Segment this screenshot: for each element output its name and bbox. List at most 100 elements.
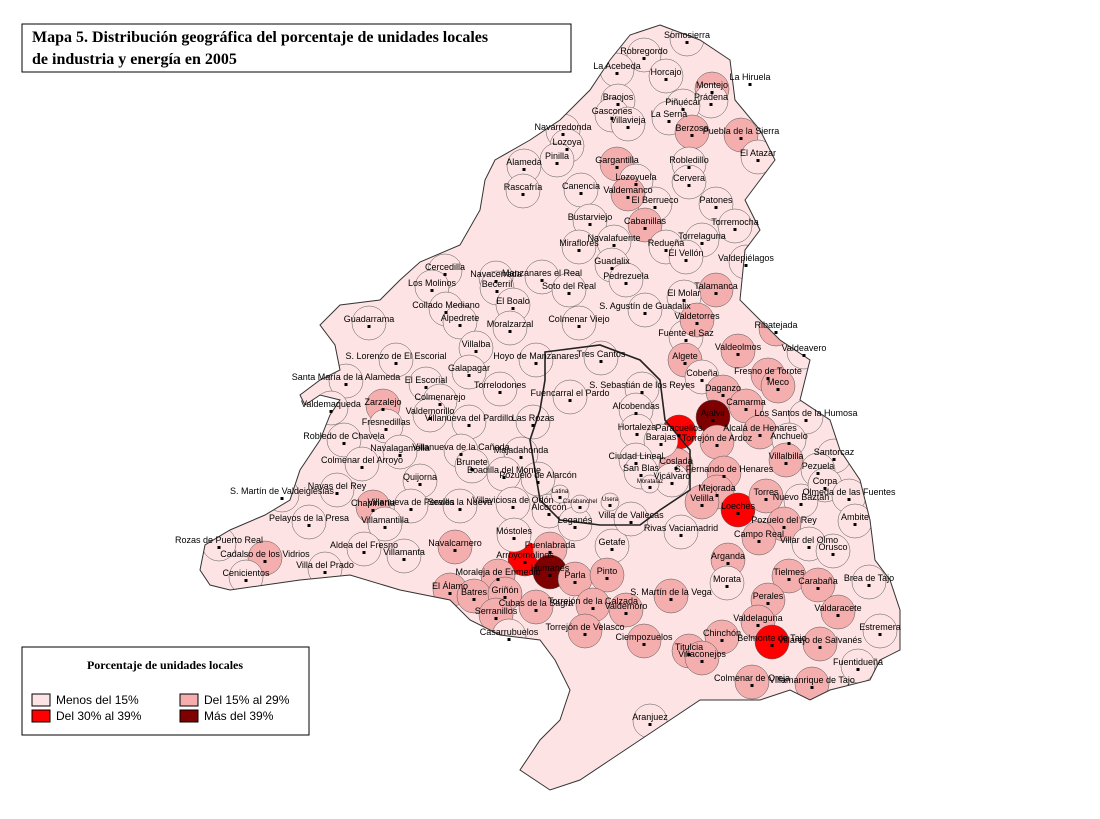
municipality-seat	[687, 653, 691, 656]
municipality-area	[442, 304, 478, 340]
municipality-seat	[823, 487, 827, 490]
municipality-name: Latina	[552, 489, 569, 495]
municipality-name: Alpedrete	[441, 313, 480, 323]
municipality-name: S. Sebastián de los Reyes	[589, 380, 695, 390]
municipality-area	[344, 446, 380, 482]
municipality-name: Piñuécar	[665, 97, 701, 107]
municipality-seat	[744, 264, 748, 267]
municipality-seat	[577, 249, 581, 252]
municipality-name: La Hiruela	[729, 72, 770, 82]
municipality-name: Pinto	[597, 566, 618, 576]
municipality-name: Pinilla	[545, 151, 569, 161]
municipality-name: Villamantilla	[361, 515, 409, 525]
municipality-name: Villanueva de la Cañada	[412, 442, 509, 452]
municipality-seat	[674, 467, 678, 470]
municipality-area	[492, 310, 528, 346]
municipality-area	[648, 58, 684, 94]
legend-label: Del 30% al 39%	[56, 709, 142, 723]
municipality-area	[754, 624, 790, 660]
municipality-name: Humanes	[531, 563, 570, 573]
municipality-area	[663, 514, 699, 550]
municipality-seat	[495, 290, 499, 293]
municipality-name: Valdelaguna	[733, 613, 782, 623]
municipality-name: Santa María de la Alameda	[292, 372, 401, 382]
municipality-seat	[615, 166, 619, 169]
municipality-name: Cercedilla	[425, 262, 465, 272]
municipality-area	[671, 164, 707, 200]
municipality-area	[643, 423, 679, 459]
municipality-name: Alcorcón	[531, 502, 566, 512]
municipality-seat	[687, 184, 691, 187]
municipality-area	[351, 305, 387, 341]
municipality-area	[328, 363, 364, 399]
municipality-name: El Escorial	[405, 375, 448, 385]
municipality-name: Villarejo de Salvanés	[778, 635, 862, 645]
municipality-seat	[472, 598, 476, 601]
municipality-name: Fresnedillas	[362, 417, 411, 427]
municipality-name: Daganzo	[705, 383, 741, 393]
municipality-seat	[804, 419, 808, 422]
municipality-seat	[548, 574, 552, 577]
municipality-seat	[640, 391, 644, 394]
municipality-name: Moralzarzal	[487, 319, 534, 329]
municipality-name: San Blas	[623, 463, 660, 473]
municipality-seat	[710, 91, 714, 94]
legend: Menos del 15% Del 15% al 29% Del 30% al 39…	[31, 693, 290, 723]
municipality-name: Barajas	[646, 432, 677, 442]
municipality-seat	[448, 592, 452, 595]
municipality-name: Villamanta	[383, 547, 425, 557]
municipality-seat	[362, 551, 366, 554]
municipality-seat	[360, 466, 364, 469]
municipality-seat	[677, 434, 681, 437]
municipality-name: Los Molinos	[408, 278, 457, 288]
municipality-seat	[458, 508, 462, 511]
municipality-area	[412, 397, 448, 433]
legend-title: Porcentaje de unidades locales	[87, 658, 243, 672]
municipality-seat	[634, 183, 638, 186]
legend-label: Del 15% al 29%	[204, 693, 290, 707]
municipality-area	[570, 494, 590, 514]
municipality-name: Titulcia	[675, 642, 703, 652]
municipality-name: Leganés	[558, 515, 593, 525]
municipality-seat	[766, 377, 770, 380]
municipality-name: Villa del Prado	[296, 560, 354, 570]
municipality-name: Horcajo	[650, 67, 681, 77]
municipality-name: La Acebeda	[593, 61, 641, 71]
municipality-area	[518, 589, 554, 625]
municipality-name: Campo Real	[734, 529, 784, 539]
madrid-city-outline	[529, 344, 691, 526]
municipality-seat	[810, 686, 814, 689]
municipality-seat	[507, 638, 511, 641]
municipality-name: Villalba	[462, 339, 491, 349]
municipality-name: Soto del Real	[542, 281, 596, 291]
municipality-name: Lozoya	[552, 137, 581, 147]
municipality-name: Villanueva del Pardillo	[425, 413, 513, 423]
municipality-seat	[648, 723, 652, 726]
municipality-area	[610, 106, 646, 142]
municipality-name: Villalbilla	[769, 451, 804, 461]
municipality-name: Las Rozas	[512, 413, 555, 423]
municipality-seat	[700, 660, 704, 663]
municipality-seat	[367, 325, 371, 328]
municipality-seat	[443, 273, 447, 276]
municipality-name: Hortaleza	[618, 422, 657, 432]
municipality-seat	[608, 504, 612, 507]
municipality-name: Colmenar Viejo	[548, 314, 609, 324]
municipality-area	[326, 422, 362, 458]
municipality-name: Gascones	[592, 106, 633, 116]
municipality-seat	[547, 513, 551, 516]
municipality-area	[717, 208, 753, 244]
municipality-seat	[664, 78, 668, 81]
municipality-name: El Boalo	[496, 296, 530, 306]
municipality-seat	[467, 424, 471, 427]
municipality-seat	[799, 503, 803, 506]
municipality-name: Villanueva de Perales	[368, 497, 455, 507]
municipality-seat	[402, 558, 406, 561]
legend-label: Más del 39%	[204, 709, 274, 723]
municipality-area	[451, 354, 487, 390]
municipality-seat	[681, 108, 685, 111]
municipality-name: Orusco	[818, 542, 847, 552]
municipality-name: Gargantilla	[595, 155, 639, 165]
municipality-seat	[591, 607, 595, 610]
municipality-area	[600, 492, 620, 512]
